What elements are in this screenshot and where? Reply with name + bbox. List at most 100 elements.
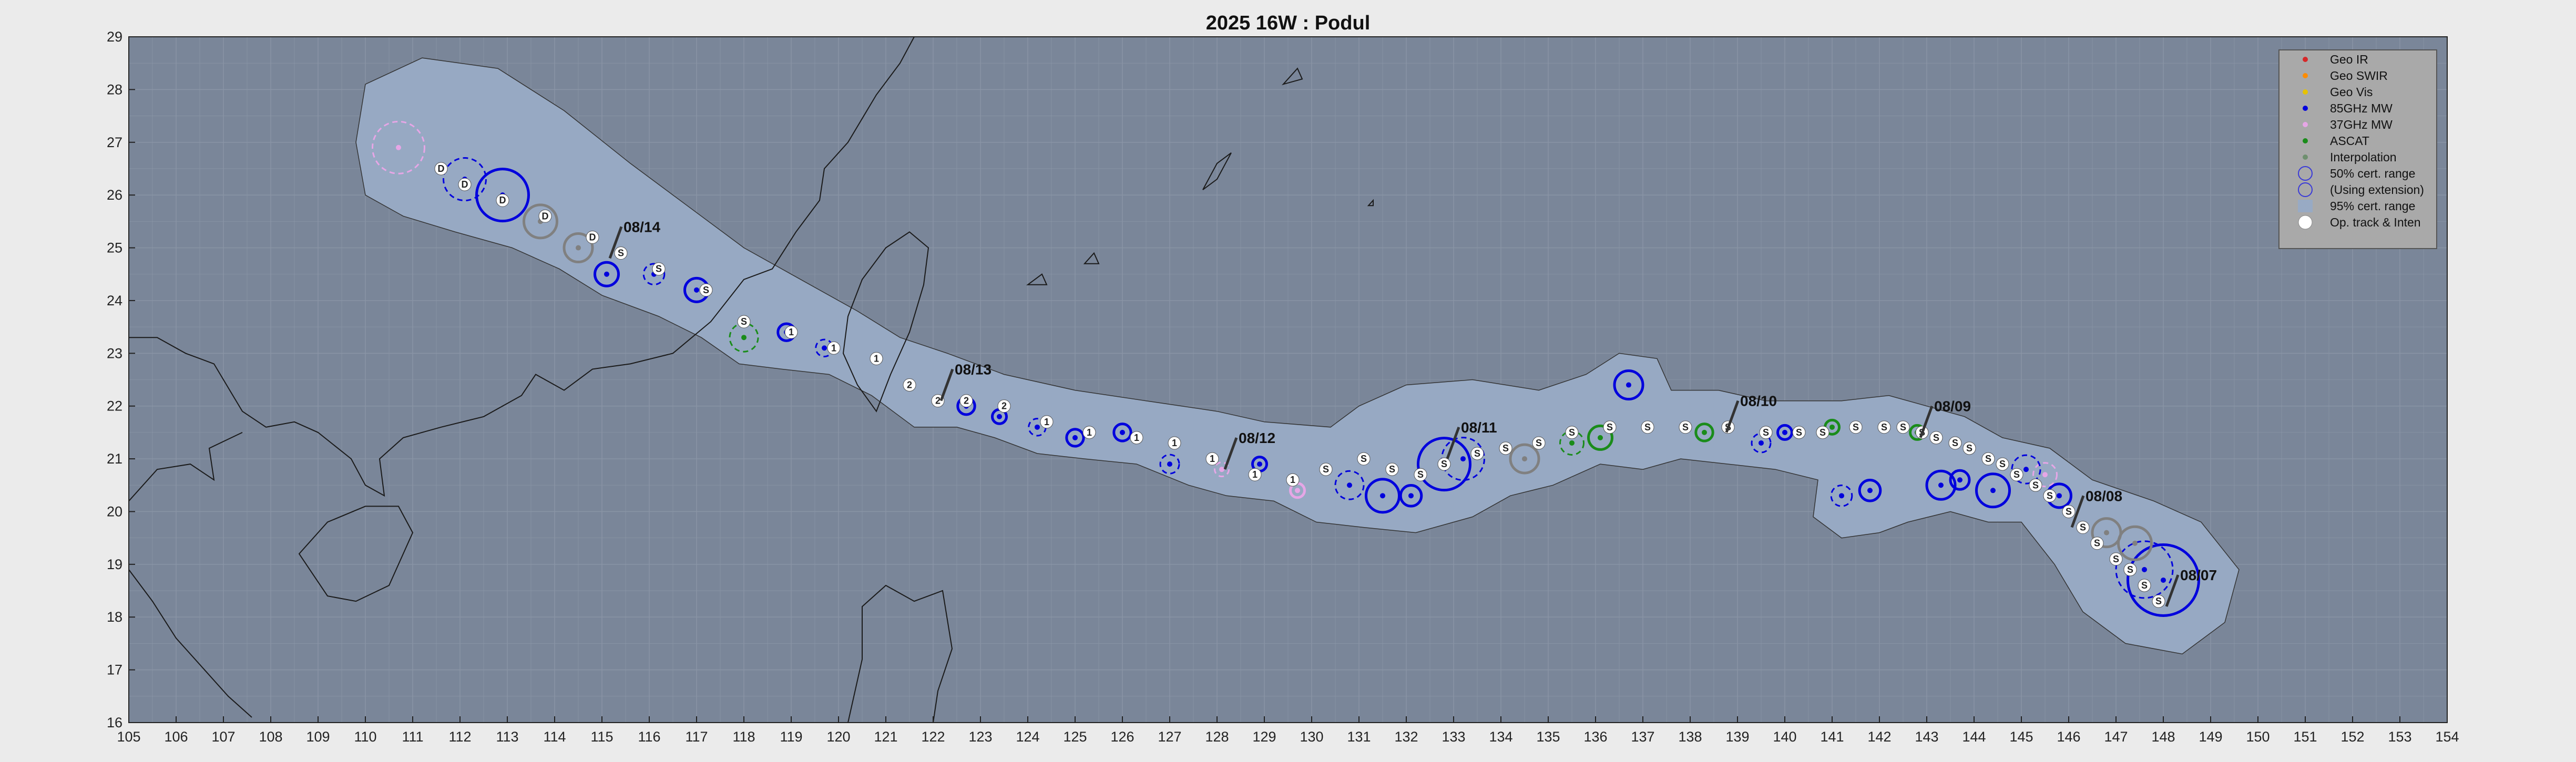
track-intensity: S [703, 285, 709, 295]
track-intensity: S [1361, 454, 1367, 464]
track-marker: 1 [1205, 452, 1219, 466]
fix-85ghz-mw [1830, 485, 1853, 507]
track-dot [1130, 431, 1143, 445]
track-intensity: S [2113, 554, 2119, 564]
y-axis-ticks: 16 17 18 19 20 21 22 23 24 25 26 27 28 29 [107, 29, 135, 730]
track-marker: 1 [784, 325, 798, 339]
fix-dot [741, 335, 747, 341]
legend-entry: Op. track & Inten [2298, 215, 2421, 230]
x-tick-label: 122 [921, 729, 945, 745]
date-text: 08/08 [2086, 488, 2122, 504]
track-dot [1641, 420, 1654, 434]
track-intensity: S [1607, 422, 1613, 433]
fix-dot [576, 245, 581, 251]
x-tick-label: 113 [496, 729, 518, 745]
x-tick-label: 133 [1442, 729, 1465, 745]
legend-label: (Using extension) [2330, 183, 2424, 197]
x-tick-label: 144 [1962, 729, 1986, 745]
x-tick-label: 142 [1867, 729, 1891, 745]
x-tick-label: 125 [1063, 729, 1087, 745]
date-tick [2165, 574, 2180, 607]
date-tick [1919, 405, 1934, 438]
fix-dot [2042, 472, 2048, 478]
date-label: 08/11 [1446, 419, 1497, 459]
track-intensity: S [741, 316, 747, 327]
legend-label: 50% cert. range [2330, 167, 2415, 180]
x-tick-label: 129 [1252, 729, 1276, 745]
legend-swatch [2298, 200, 2313, 212]
fix-cert-ring [1112, 423, 1132, 442]
x-tick-label: 138 [1678, 729, 1702, 745]
fix-dot [2057, 493, 2062, 499]
fix-dot [2023, 467, 2029, 472]
legend-label: Geo IR [2330, 53, 2368, 66]
legend-swatch [2298, 166, 2313, 181]
fix-dot [1295, 488, 1300, 493]
y-tick-label: 27 [107, 135, 122, 150]
fix-cert-ring [1365, 478, 1401, 514]
track-dot [1816, 426, 1829, 439]
x-tick-label: 149 [2199, 729, 2222, 745]
track-marker: S [1679, 420, 1692, 434]
x-tick-label: 151 [2293, 729, 2317, 745]
track-marker: 1 [827, 341, 841, 355]
legend-swatch [2298, 182, 2313, 197]
track-dot [614, 246, 628, 260]
track-intensity: S [1999, 459, 2006, 469]
y-tick-label: 24 [107, 293, 122, 308]
date-text: 08/14 [623, 219, 660, 235]
track-dot [1040, 415, 1054, 429]
track-intensity: S [2032, 480, 2039, 490]
track-intensity: S [1644, 422, 1651, 433]
fix-cert-ring [475, 168, 530, 223]
track-intensity: S [1502, 443, 1509, 454]
track-dot [1168, 436, 1181, 450]
x-axis-ticks: 105 106 107 108 109 110 111 112 113 114 115 116 117 1… [117, 716, 2459, 745]
track-dot [2152, 594, 2165, 608]
track-marker: S [2029, 478, 2042, 492]
x-tick-label: 119 [780, 729, 802, 745]
track-marker: D [538, 209, 552, 223]
coast-ryukyu-3 [1083, 252, 1100, 264]
x-tick-label: 108 [259, 729, 282, 745]
track-marker: S [1877, 420, 1891, 434]
x-tick-label: 127 [1158, 729, 1181, 745]
x-tick-label: 135 [1536, 729, 1560, 745]
date-text: 08/12 [1239, 430, 1275, 446]
fix-cert-ring [372, 120, 425, 174]
legend-entry: ASCAT [2303, 134, 2369, 148]
x-tick-label: 105 [117, 729, 140, 745]
fix-85ghz-mw [1949, 469, 1971, 491]
fix-85ghz-mw [1159, 454, 1180, 475]
fix-85ghz-mw [1334, 470, 1365, 500]
y-tick-label: 29 [107, 29, 122, 45]
track-intensity: D [438, 163, 445, 174]
date-text: 08/13 [955, 361, 991, 377]
track-dot [1437, 457, 1451, 471]
track-dot [652, 262, 666, 276]
track-intensity: S [2127, 564, 2133, 575]
fix-dot [1702, 429, 1707, 435]
fix-cert-ring [815, 338, 834, 357]
track-marker: 2 [959, 394, 973, 408]
track-marker: 1 [870, 352, 883, 365]
fix-dot [1829, 424, 1835, 430]
fix-dot [2142, 567, 2147, 572]
track-intensity: S [1474, 448, 1480, 459]
coast-taiwan [842, 231, 929, 413]
legend-swatch [2298, 215, 2313, 230]
x-tick-label: 117 [685, 729, 708, 745]
legend-swatch [2303, 122, 2308, 127]
track-marker: 1 [1040, 415, 1054, 429]
x-tick-label: 152 [2340, 729, 2364, 745]
track-marker: S [1962, 441, 1976, 455]
track-marker: S [1948, 436, 1962, 450]
x-tick-label: 115 [590, 729, 613, 745]
x-tick-label: 123 [968, 729, 992, 745]
track-marker: S [699, 283, 713, 297]
legend-entry: 95% cert. range [2298, 199, 2415, 213]
legend-entry: 85GHz MW [2303, 101, 2393, 115]
track-marker: S [1759, 426, 1773, 439]
x-tick-label: 121 [874, 729, 897, 745]
